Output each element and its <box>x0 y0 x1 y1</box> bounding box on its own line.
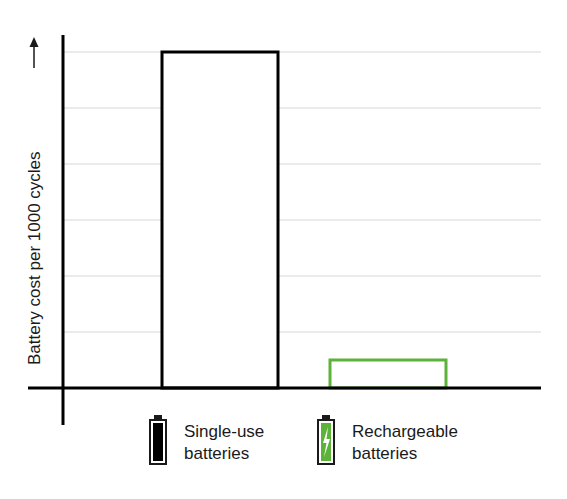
grid-line <box>63 108 541 109</box>
battery-fill <box>321 423 331 461</box>
category-label: Rechargeablebatteries <box>352 422 458 463</box>
lightning <box>323 427 330 457</box>
category-label: Single-usebatteries <box>184 422 264 463</box>
grid-line <box>63 332 541 333</box>
bar <box>162 52 278 388</box>
grid-line <box>63 164 541 165</box>
battery-body <box>318 420 334 464</box>
grid-line <box>63 220 541 221</box>
grid-line <box>63 52 541 53</box>
chart-svg: Battery cost per 1000 cycles Single-useba… <box>0 0 567 499</box>
axis-arrow <box>33 44 35 68</box>
bars <box>162 52 446 388</box>
battery-body <box>150 420 166 464</box>
grid-line <box>63 276 541 277</box>
x-axis <box>28 387 541 390</box>
axis-label: Battery cost per 1000 cycles <box>25 151 44 365</box>
bar <box>330 360 446 388</box>
axis-arrow-head <box>30 37 39 47</box>
chart-container: Battery cost per 1000 cycles Single-useba… <box>0 0 567 499</box>
battery-fill <box>153 423 163 461</box>
y-axis <box>62 35 65 425</box>
